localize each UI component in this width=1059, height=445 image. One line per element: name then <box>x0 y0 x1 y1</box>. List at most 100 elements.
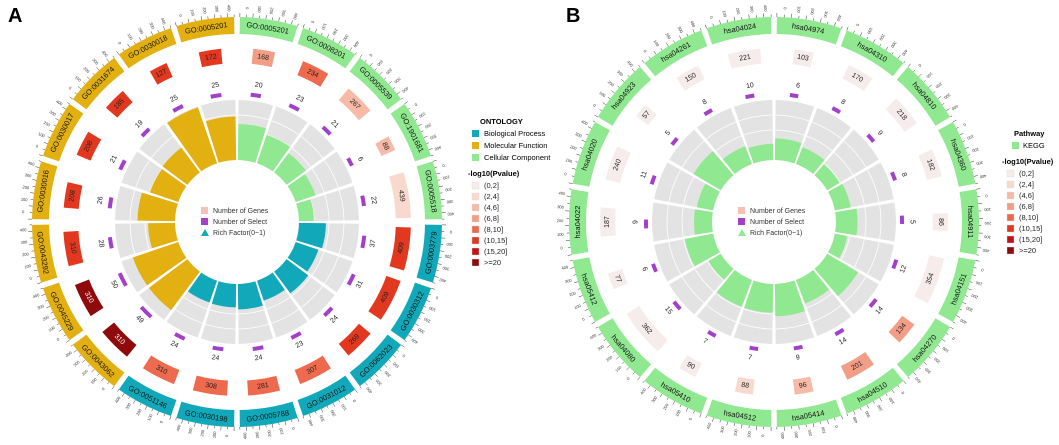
pathway-legend-title: Pathway <box>1014 129 1045 138</box>
scale-tick-label: 100 <box>391 361 400 370</box>
scale-tick <box>138 37 142 41</box>
scale-tick <box>354 389 358 393</box>
scale-tick-label: 200 <box>331 28 339 37</box>
rich-grid-line <box>205 114 236 121</box>
scale-tick-label: 200 <box>137 27 145 36</box>
scale-tick <box>853 410 856 415</box>
scale-tick <box>820 18 822 23</box>
gene-count-bar <box>63 231 84 267</box>
scale-tick <box>592 120 596 123</box>
scale-tick <box>291 20 293 25</box>
scale-tick-label: 400 <box>242 432 247 440</box>
rich-grid-line <box>715 292 742 309</box>
scale-tick <box>573 281 578 284</box>
scale-tick <box>599 109 602 112</box>
scale-tick-label: 300 <box>124 401 132 410</box>
category-ring-segment <box>390 103 432 162</box>
scale-tick-label: 400 <box>438 277 447 284</box>
scale-tick <box>903 380 907 385</box>
center-legend-key <box>201 229 209 236</box>
scale-tick <box>58 329 63 332</box>
scale-tick <box>654 389 657 392</box>
scale-tick <box>928 84 932 88</box>
select-count-bar <box>707 330 717 338</box>
gene-count-bar <box>389 227 411 271</box>
rich-grid-line <box>291 148 311 168</box>
scale-tick-label: 0 <box>980 267 984 273</box>
rich-factor-bar <box>814 164 840 191</box>
rich-grid-line <box>853 176 865 205</box>
select-count-bar <box>899 215 905 224</box>
gene-count-bar <box>389 172 411 219</box>
scale-tick-label: 100 <box>653 39 661 48</box>
scale-tick <box>291 419 293 423</box>
rich-grid-line <box>867 169 880 203</box>
rich-grid-line <box>694 268 715 292</box>
scale-tick <box>598 332 602 336</box>
scale-tick <box>69 96 73 100</box>
scale-tick <box>660 47 663 51</box>
gene-count-label: 281 <box>257 382 270 391</box>
category-ring-segment <box>42 282 84 341</box>
select-count-label: 9 <box>633 220 640 224</box>
scale-tick-label: 300 <box>574 131 583 139</box>
scale-tick-label: 0 <box>449 230 452 235</box>
scale-tick <box>174 22 177 27</box>
select-count-label: 19 <box>134 119 145 130</box>
scale-tick <box>841 415 843 420</box>
select-count-label: 20 <box>254 82 263 90</box>
select-count-label: 24 <box>254 354 263 362</box>
gene-count-label: 90 <box>686 361 696 371</box>
scale-tick <box>411 329 414 331</box>
scale-tick <box>35 166 40 168</box>
scale-tick <box>284 421 287 426</box>
pvalue-legend-label: (4,6] <box>484 203 499 212</box>
pvalue-legend-label: (8,10] <box>484 225 503 234</box>
pvalue-legend-label: (4,6] <box>1019 191 1034 200</box>
gene-count-label: 57 <box>641 110 651 121</box>
select-count-bar <box>210 92 222 99</box>
scale-tick <box>163 26 166 31</box>
scale-tick-label: 300 <box>441 265 449 272</box>
rich-grid-line <box>806 292 833 309</box>
scale-tick-label: 300 <box>429 133 438 141</box>
scale-tick <box>438 185 443 187</box>
scale-tick <box>666 42 669 47</box>
rich-factor-bar <box>211 281 237 308</box>
scale-tick <box>359 54 363 58</box>
gene-count-bar <box>368 275 401 320</box>
pvalue-legend-label: (15,20] <box>484 247 507 256</box>
scale-tick-label: 0 <box>413 102 418 108</box>
select-count-bar <box>117 272 128 287</box>
scale-tick-label: 300 <box>719 425 726 433</box>
sector-hsa04022: hsa04022 0 100 200 300 400 187 9 <box>557 188 713 256</box>
scale-tick-label: 0 <box>117 41 123 46</box>
scale-tick-label: 400 <box>20 227 28 232</box>
scale-tick <box>200 16 202 21</box>
gene-count-label: 308 <box>205 382 218 391</box>
select-count-label: 12 <box>899 264 908 274</box>
center-legend-key <box>738 207 745 214</box>
scale-tick <box>116 51 120 55</box>
scale-tick <box>86 76 90 80</box>
gene-count-bar <box>375 136 396 157</box>
scale-tick-label: 100 <box>887 396 895 405</box>
scale-tick-label: 0 <box>855 23 861 28</box>
select-count-bar <box>346 157 354 167</box>
scale-tick-label: 300 <box>374 378 383 387</box>
scale-tick <box>584 308 589 311</box>
gene-count-bar <box>636 104 657 126</box>
gene-count-bar <box>792 49 814 68</box>
scale-tick-label: 300 <box>823 11 830 19</box>
center-legend-label: Number of Select <box>750 219 804 226</box>
scale-tick <box>31 257 36 259</box>
scale-tick-label: 0 <box>35 143 40 149</box>
gene-count-bar <box>198 48 223 68</box>
